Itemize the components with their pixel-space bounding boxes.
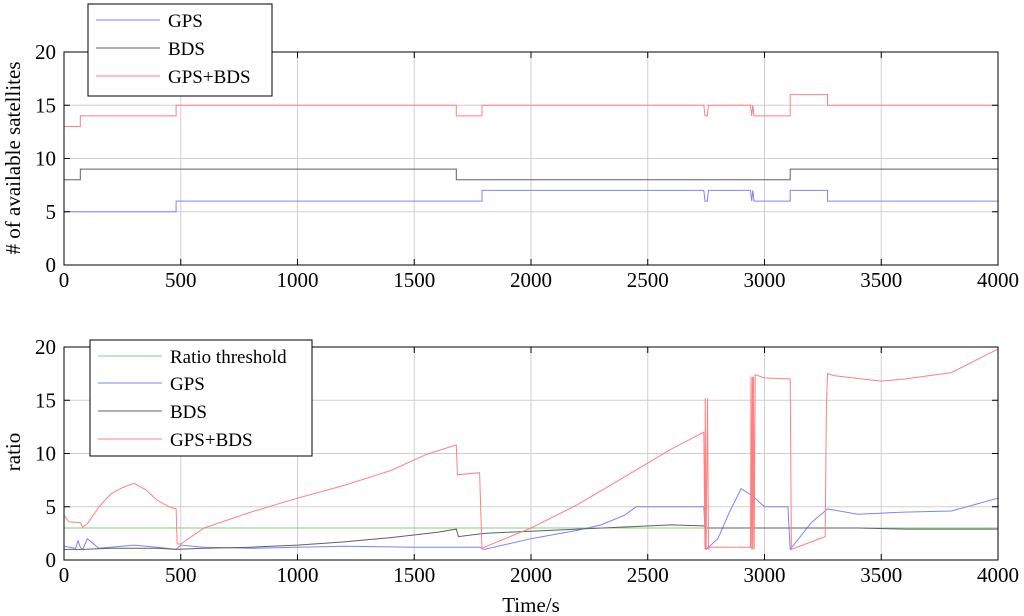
legend-label-satellites-gps-bds: GPS+BDS [168, 67, 251, 88]
x-tick-label: 4000 [977, 268, 1019, 292]
x-tick-label: 3000 [744, 268, 786, 292]
chart-panel-satellites: 0 500 1000 1500 2000 2500 3000 3500 4000 0 5 10 15 20… [1, 3, 1019, 292]
ticks-ratio: 0 500 1000 1500 2000 2500 3000 3500 4000 0 5 10 15 20 [35, 335, 1019, 587]
y-tick-label: 0 [46, 548, 57, 572]
y-tick-label: 20 [35, 335, 56, 359]
x-tick-label: 1000 [277, 268, 319, 292]
x-tick-label: 2000 [510, 563, 552, 587]
legend-box-satellites [87, 3, 273, 97]
y-tick-label: 0 [46, 253, 57, 277]
y-axis-label-satellites: # of available satellites [1, 61, 25, 254]
series-satellites-bds [64, 168, 998, 181]
series-ratio-bds [64, 524, 998, 550]
y-tick-label: 15 [35, 388, 56, 412]
y-tick-label: 5 [46, 495, 57, 519]
ticks-satellites: 0 500 1000 1500 2000 2500 3000 3500 4000 0 5 10 15 20 [35, 40, 1019, 292]
x-tick-label: 3500 [860, 563, 902, 587]
x-axis-label-ratio: Time/s [502, 593, 560, 616]
chart-panel-ratio: 0 500 1000 1500 2000 2500 3000 3500 4000 0 5 10 15 20… [1, 335, 1019, 616]
y-tick-label: 20 [35, 40, 56, 64]
legend-label-ratio-threshold: Ratio threshold [170, 347, 287, 368]
y-tick-label: 10 [35, 147, 56, 171]
x-tick-label: 4000 [977, 563, 1019, 587]
legend-label-satellites-gps: GPS [168, 11, 203, 32]
x-tick-label: 2500 [627, 563, 669, 587]
x-tick-label: 2500 [627, 268, 669, 292]
y-tick-label: 5 [46, 200, 57, 224]
series-satellites [64, 94, 998, 213]
x-tick-label: 3500 [860, 268, 902, 292]
legend-label-ratio-gps-bds: GPS+BDS [170, 430, 253, 451]
x-tick-label: 500 [165, 268, 197, 292]
y-tick-label: 15 [35, 93, 56, 117]
series-satellites-gps [64, 189, 998, 213]
legend-ratio: Ratio threshold GPS BDS GPS+BDS [89, 339, 313, 457]
legend-satellites: GPS BDS GPS+BDS [87, 3, 273, 97]
x-tick-label: 1500 [393, 268, 435, 292]
y-axis-label-ratio: ratio [1, 433, 25, 471]
x-tick-label: 2000 [510, 268, 552, 292]
legend-label-ratio-bds: BDS [170, 402, 207, 423]
x-tick-label: 3000 [744, 563, 786, 587]
y-tick-label: 10 [35, 442, 56, 466]
x-tick-label: 1000 [277, 563, 319, 587]
x-tick-label: 0 [59, 268, 70, 292]
x-tick-label: 500 [165, 563, 197, 587]
series-satellites-gps-bds [64, 94, 998, 127]
x-tick-label: 0 [59, 563, 70, 587]
x-tick-label: 1500 [393, 563, 435, 587]
legend-label-satellites-bds: BDS [168, 39, 205, 60]
series-ratio [63, 348, 999, 551]
legend-box-ratio [89, 339, 313, 457]
series-ratio-gps-bds [63, 348, 999, 551]
legend-label-ratio-gps: GPS [170, 374, 205, 395]
series-ratio-gps [63, 487, 999, 551]
